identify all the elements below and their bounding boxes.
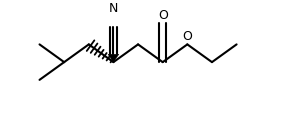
- Polygon shape: [108, 54, 119, 62]
- Text: N: N: [109, 2, 118, 15]
- Text: O: O: [182, 30, 192, 43]
- Text: O: O: [158, 9, 168, 22]
